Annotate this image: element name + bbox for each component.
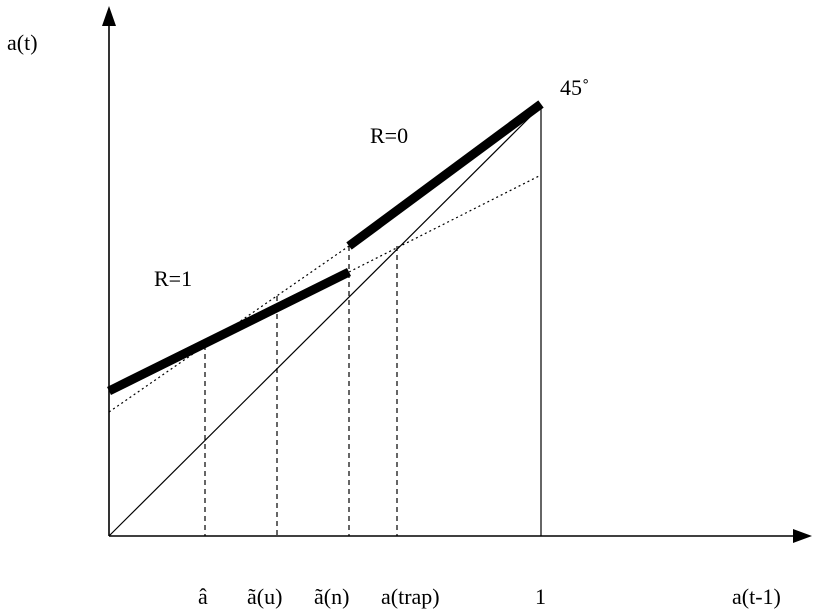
line-45-degree (108, 105, 542, 537)
tick-label-a-tilde-n: ã(n) (314, 584, 349, 609)
dotted-extension-r1-line (348, 174, 542, 273)
regime-segments (107, 100, 544, 396)
tick-label-a-hat: â (198, 584, 208, 609)
tick-label-one: 1 (535, 584, 546, 609)
dashed-verticals (204, 246, 398, 536)
tick-label-a-tilde-u: ã(u) (247, 584, 282, 609)
x-axis-arrowhead (793, 529, 812, 543)
axes (108, 22, 797, 537)
x-axis-label: a(t-1) (732, 584, 781, 609)
y-axis-label: a(t) (7, 30, 38, 55)
x-tick-labels: â ã(u) ã(n) a(trap) 1 (198, 584, 546, 609)
regime-r0-label: R=0 (370, 123, 408, 148)
angle-label: 45˚ (560, 75, 589, 100)
y-axis-arrowhead (102, 6, 116, 26)
regime-r1-segment (107, 267, 351, 396)
tick-label-a-trap: a(trap) (381, 584, 440, 609)
regime-r1-label: R=1 (154, 266, 192, 291)
regime-r0-segment (346, 100, 544, 250)
dotted-extensions (108, 174, 542, 413)
